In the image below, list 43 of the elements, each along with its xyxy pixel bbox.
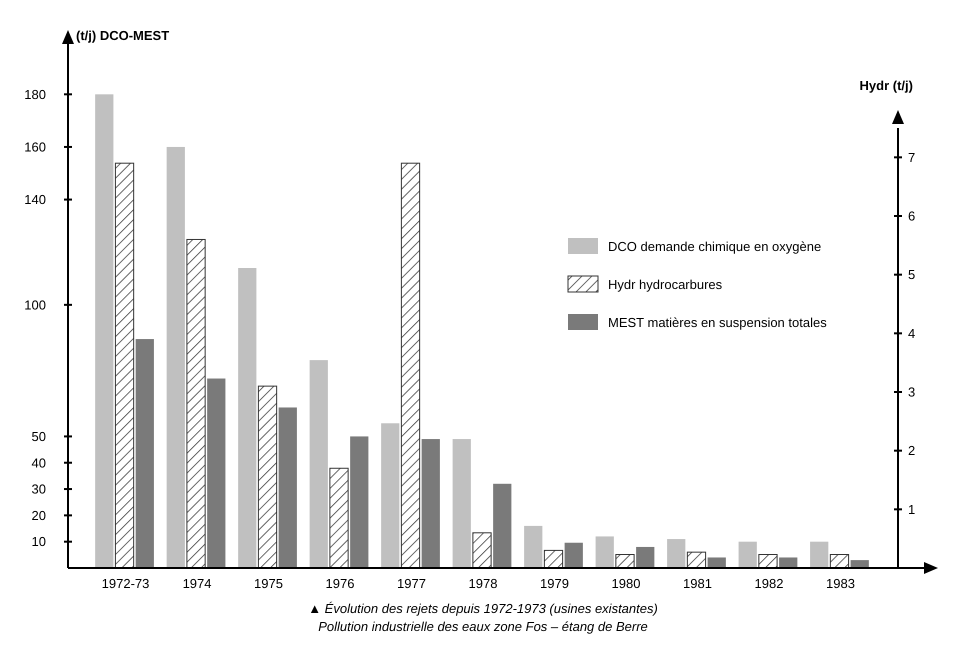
y2-tick-label: 5	[908, 267, 916, 282]
y2-tick-label: 6	[908, 208, 916, 224]
y-tick-label: 160	[24, 139, 46, 154]
x-tick-label: 1976	[326, 576, 354, 591]
y-tick-label: 140	[24, 192, 46, 208]
text: Pollution industrielle des eaux zone Fos – étang de Berre	[318, 619, 648, 634]
bar	[493, 484, 512, 568]
y-tick-label: 10	[32, 534, 46, 550]
bar	[738, 542, 757, 568]
y2-axis-title: Hydr (t/j)	[860, 78, 913, 93]
bar	[524, 526, 542, 568]
x-tick-label: 1981	[683, 576, 712, 591]
x-tick-label: 1977	[397, 576, 426, 591]
y2-tick-label: 3	[908, 384, 916, 400]
x-tick-label: 1978	[468, 576, 498, 591]
y-tick-label: 50	[32, 428, 46, 444]
bar	[596, 536, 614, 568]
bar	[400, 162, 420, 568]
text: ▲ Évolution des rejets depuis 1972-1973 (usines existantes)	[308, 601, 658, 616]
y-tick-label: 180	[24, 86, 46, 102]
x-tick-label: 1975	[254, 576, 283, 591]
y2-tick-label: 1	[908, 502, 916, 517]
legend-label: DCO demande chimique en oxygène	[608, 239, 822, 254]
x-tick-label: 1979	[540, 576, 569, 591]
bar	[310, 360, 328, 568]
x-tick-label: 1980	[612, 576, 640, 591]
y-tick-label: 30	[32, 482, 46, 497]
y2-tick-label: 2	[908, 443, 916, 458]
legend-label: Hydr hydrocarbures	[608, 277, 723, 292]
legend-label: MEST matières en suspension totales	[608, 315, 828, 330]
x-tick-label: 1983	[826, 576, 855, 591]
y-tick-label: 20	[32, 508, 46, 523]
y-tick-label: 100	[24, 297, 46, 312]
x-tick-label: 1974	[182, 576, 212, 591]
y2-tick-label: 7	[908, 150, 916, 165]
y2-tick-label: 4	[908, 326, 916, 341]
bar	[810, 542, 828, 568]
y-tick-label: 40	[32, 455, 46, 470]
x-tick-label: 1972-73	[102, 576, 150, 591]
y-axis-title: (t/j) DCO-MEST	[76, 28, 170, 43]
x-tick-label: 1982	[754, 576, 784, 591]
bar	[452, 439, 471, 568]
bar	[422, 439, 440, 568]
